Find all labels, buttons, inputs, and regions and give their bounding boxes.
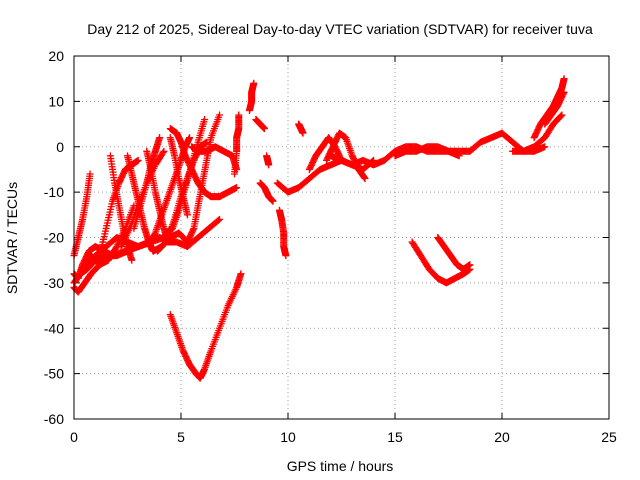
x-tick-labels: 0 5 10 15 20 25 [70,429,617,445]
series-arc-19 [207,184,241,201]
data-point [160,147,168,155]
x-tick-label: 10 [280,429,296,445]
series-arc-08 [87,202,138,269]
series-arc-23 [231,111,243,178]
x-tick-label: 20 [494,429,510,445]
chart-title: Day 212 of 2025, Sidereal Day-to-day VTE… [87,21,593,37]
data-point [282,252,290,260]
data-point [466,261,474,269]
data-point [541,143,549,151]
y-tick-labels: 20 10 0 -10 -20 -30 -40 -50 -60 [44,48,64,427]
data-point [128,256,136,264]
series-arc-25 [252,116,268,133]
data-point [156,134,164,142]
data-point [560,88,568,96]
data-point [560,75,568,83]
data-points [70,75,568,382]
x-axis-title: GPS time / hours [287,458,394,474]
y-tick-label: -60 [44,411,64,427]
y-tick-label: 20 [48,48,64,64]
data-point [216,111,224,119]
data-point [260,125,268,133]
series-arc-40 [541,88,568,128]
series-arc-36 [434,234,474,273]
data-point [557,112,565,120]
data-point [235,111,243,119]
series-arc-22 [166,270,245,382]
y-tick-label: -20 [44,230,64,246]
y-tick-label: 0 [56,139,64,155]
series-arc-21 [153,215,224,255]
data-point [201,116,209,124]
y-tick-label: -40 [44,320,64,336]
series-arc-38 [509,111,566,155]
grid-lines [74,56,609,419]
y-tick-label: 10 [48,93,64,109]
x-tick-label: 25 [601,429,617,445]
data-point [250,79,258,87]
series-arc-01 [70,170,94,260]
data-point [361,175,369,183]
series-arc-24 [245,79,258,114]
data-point [134,156,142,164]
series-arc-30 [295,120,307,137]
data-point [86,170,94,178]
data-point [233,184,241,192]
data-point [269,197,277,205]
data-point [558,111,566,119]
series-arc-26 [256,179,277,205]
series-arc-28 [275,206,290,260]
y-tick-label: -50 [44,366,64,382]
data-point [183,211,191,219]
x-tick-label: 5 [177,429,185,445]
series-arc-35 [408,238,474,287]
y-tick-label: -30 [44,275,64,291]
series-arc-37 [466,129,549,155]
data-point [265,161,273,169]
y-tick-label: -10 [44,184,64,200]
data-point [299,129,307,137]
x-tick-label: 0 [70,429,78,445]
plot-frame [73,55,610,420]
series-arc-34 [391,143,474,160]
y-axis-title: SDTVAR / TECUs [4,182,20,294]
data-point [186,134,194,142]
data-point [214,216,222,224]
x-tick-label: 15 [387,429,403,445]
data-point [159,149,167,157]
data-point [237,270,245,278]
data-point [216,215,224,223]
series-arc-27 [263,152,273,169]
